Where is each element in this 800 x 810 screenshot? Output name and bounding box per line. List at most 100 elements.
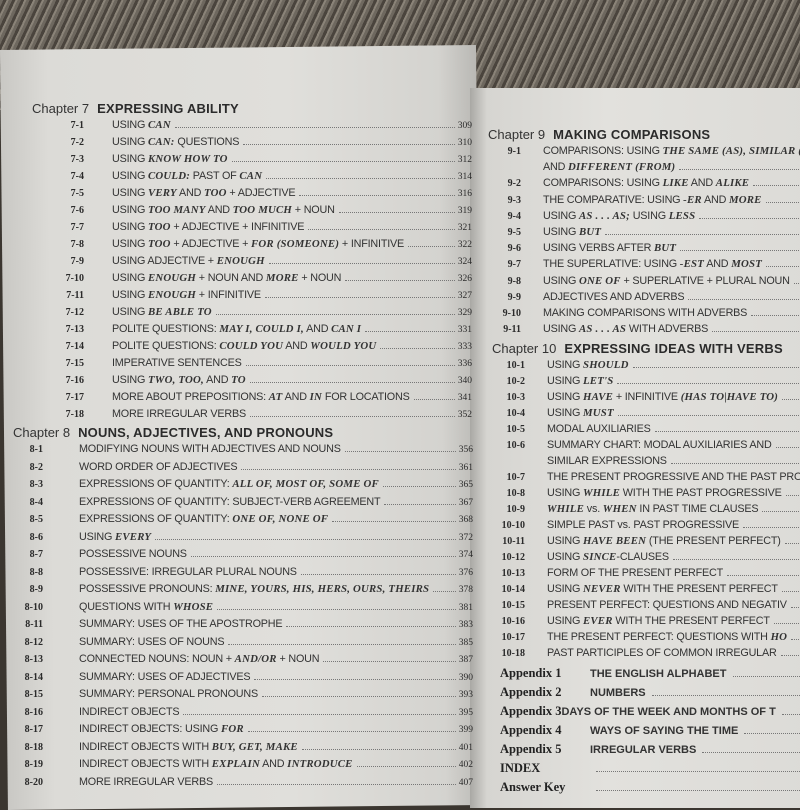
section-title: IMPERATIVE SENTENCES [112, 355, 242, 372]
title-text: + NOUN AND [196, 272, 266, 284]
title-text: SUMMARY: PERSONAL PRONOUNS [79, 688, 258, 700]
section-number: 9-11 [488, 322, 521, 337]
section-number: 7-1 [32, 117, 84, 134]
dot-leader [248, 731, 456, 732]
section-title: USING ONE OF + SUPERLATIVE + PLURAL NOUN [543, 273, 790, 289]
section-number: 7-12 [32, 304, 84, 321]
title-text: AND [206, 204, 233, 216]
section-title: INDIRECT OBJECTS WITH BUY, GET, MAKE [79, 739, 298, 757]
title-keyword: LESS [669, 210, 696, 222]
section-number: 9-3 [488, 193, 521, 209]
dot-leader [762, 511, 800, 512]
dot-leader [605, 234, 800, 235]
title-text: QUESTIONS WITH [79, 601, 173, 613]
page-number: 340 [458, 373, 472, 390]
page-number: 368 [459, 512, 473, 530]
chapter-title: EXPRESSING ABILITY [97, 101, 239, 116]
title-keyword: TOO MUCH [233, 204, 292, 216]
section-title: SUMMARY CHART: MODAL AUXILIARIES AND [547, 437, 772, 453]
title-keyword: EVER [583, 615, 613, 627]
page-number: 326 [458, 271, 472, 288]
section-number: 7-4 [32, 168, 84, 185]
title-text: MODIFYING NOUNS WITH ADJECTIVES AND NOUN… [79, 443, 341, 455]
title-text: USING [112, 272, 148, 284]
title-text: IMPERATIVE SENTENCES [112, 357, 242, 369]
title-keyword: COULD YOU [219, 340, 283, 352]
section-number: 8-19 [13, 756, 43, 774]
dot-leader [383, 486, 456, 487]
dot-leader [332, 521, 456, 522]
title-keyword: -ER [683, 194, 702, 206]
dot-leader [679, 169, 800, 170]
section-number: 8-6 [13, 529, 43, 547]
section-title: INDIRECT OBJECTS WITH EXPLAIN AND INTROD… [79, 756, 353, 774]
section-number: 8-18 [13, 739, 43, 757]
title-keyword: FOR [221, 723, 244, 735]
dot-leader [384, 504, 455, 505]
appendix-label: INDEX [500, 759, 590, 778]
dot-leader [596, 771, 800, 772]
section-number: 7-13 [32, 321, 84, 338]
page-number: 387 [459, 652, 473, 670]
title-text: THE COMPARATIVE: USING [543, 194, 683, 206]
page-number: 319 [458, 203, 472, 220]
section-number: 8-20 [13, 774, 43, 792]
dot-leader [308, 229, 455, 230]
section-number: 8-17 [13, 721, 43, 739]
section-title: USING ENOUGH + INFINITIVE [112, 287, 261, 304]
toc-entry: 7-13 POLITE QUESTIONS: MAY I, COULD I, AN… [32, 321, 472, 338]
section-number: 7-6 [32, 202, 84, 219]
title-text: USING [547, 487, 583, 499]
title-text: USING [547, 551, 583, 563]
section-title: USING SHOULD [547, 357, 629, 373]
chapter-title: MAKING COMPARISONS [553, 127, 710, 142]
page-number: 381 [459, 600, 473, 618]
title-text: USING [547, 615, 583, 627]
title-keyword: AND/OR [235, 653, 277, 665]
dot-leader [250, 416, 455, 417]
title-keyword: TOO MANY [148, 204, 206, 216]
section-title: QUESTIONS WITH WHOSE [79, 599, 213, 617]
section-number: 10-10 [492, 518, 525, 534]
appendix-title: WAYS OF SAYING THE TIME [590, 722, 738, 741]
title-text: AND [543, 161, 568, 173]
title-keyword: CAN [148, 119, 171, 131]
title-text: AND [702, 194, 729, 206]
title-keyword: BUT [579, 226, 601, 238]
title-text: vs. [584, 503, 603, 515]
section-title: USING EVERY [79, 529, 151, 547]
title-keyword: -EST [680, 258, 704, 270]
title-text: POSSESSIVE: IRREGULAR PLURAL NOUNS [79, 566, 297, 578]
section-title: USING SINCE-CLAUSES [547, 549, 669, 565]
section-title: MORE ABOUT PREPOSITIONS: AT AND IN FOR L… [112, 389, 410, 406]
dot-leader [671, 463, 800, 464]
section-title: PRESENT PERFECT: QUESTIONS AND NEGATIV [547, 597, 787, 613]
title-keyword: COULD: [148, 170, 190, 182]
page-number: 374 [459, 547, 473, 565]
title-keyword: LET'S [583, 375, 613, 387]
section-title: USING TOO + ADJECTIVE + INFINITIVE [112, 219, 304, 236]
dot-leader [743, 527, 800, 528]
section-title: COMPARISONS: USING LIKE AND ALIKE [543, 175, 749, 191]
title-text: USING [112, 289, 148, 301]
title-text: -CLAUSES [616, 551, 668, 563]
section-number: 10-7 [492, 470, 525, 486]
section-number: 7-5 [32, 185, 84, 202]
section-title: POLITE QUESTIONS: MAY I, COULD I, AND CA… [112, 321, 361, 338]
dot-leader [733, 676, 800, 677]
page-number: 356 [459, 442, 473, 460]
page-number: 383 [459, 617, 473, 635]
section-title: MAKING COMPARISONS WITH ADVERBS [543, 305, 747, 321]
